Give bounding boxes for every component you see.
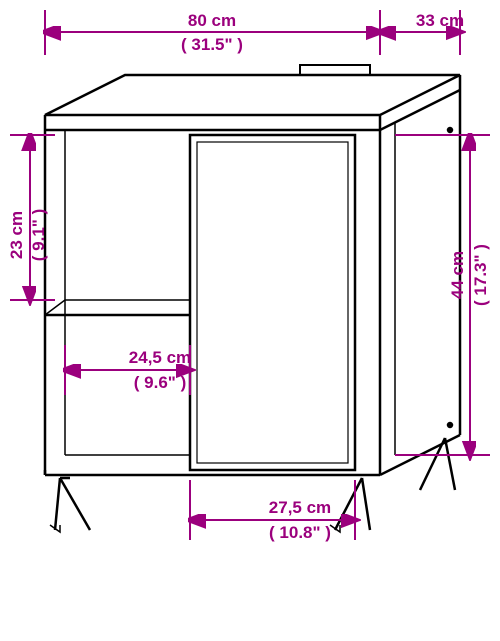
dim-inner-height-in: ( 17.3" ) (471, 244, 490, 306)
dim-inner-height: 44 cm (448, 251, 467, 299)
dim-top-width: 80 cm (188, 11, 236, 30)
dim-top-width-in: ( 31.5" ) (181, 35, 243, 54)
dim-depth: 33 cm (416, 11, 464, 30)
dim-shelf-height: 23 cm (7, 211, 26, 259)
dim-shelf-height-in: ( 9.1" ) (29, 209, 48, 261)
dimension-drawing: 80 cm ( 31.5" ) 33 cm 23 cm ( 9.1" ) 24,… (0, 0, 500, 641)
dim-door-width: 27,5 cm (269, 498, 331, 517)
dim-shelf-width: 24,5 cm (129, 348, 191, 367)
dim-door-width-in: ( 10.8" ) (269, 523, 331, 542)
dim-shelf-width-in: ( 9.6" ) (134, 373, 186, 392)
